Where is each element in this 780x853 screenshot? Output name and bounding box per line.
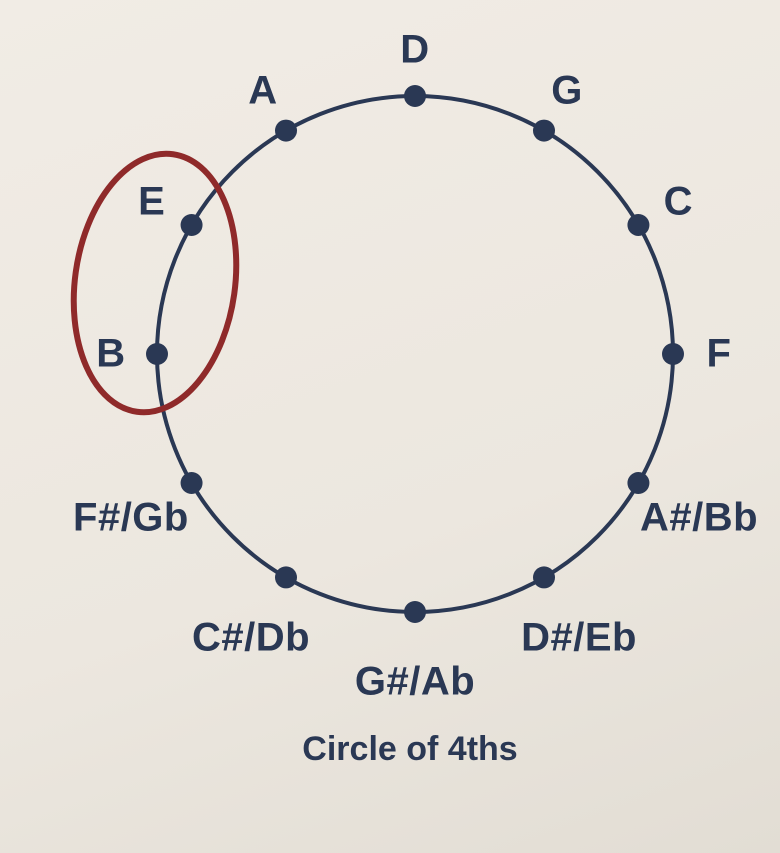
diagram-stage: D G C F A#/Bb D#/Eb G#/Ab C#/Db F#/Gb B E A Circle … bbox=[0, 0, 780, 853]
note-dot bbox=[662, 343, 684, 365]
note-dot bbox=[533, 566, 555, 588]
circle-of-fourths-svg bbox=[0, 0, 780, 853]
diagram-caption: Circle of 4ths bbox=[302, 730, 517, 769]
note-label: C bbox=[664, 180, 693, 225]
note-label: D#/Eb bbox=[521, 616, 637, 661]
note-label: A#/Bb bbox=[640, 496, 758, 541]
note-dot bbox=[404, 601, 426, 623]
note-label: D bbox=[400, 28, 429, 73]
note-dot bbox=[146, 343, 168, 365]
main-circle bbox=[157, 96, 673, 612]
note-dot bbox=[181, 472, 203, 494]
note-dot bbox=[533, 120, 555, 142]
note-dots-group bbox=[146, 85, 684, 623]
note-label: C#/Db bbox=[192, 616, 310, 661]
note-label: F#/Gb bbox=[73, 496, 189, 541]
note-label: B bbox=[96, 332, 125, 377]
note-label: G bbox=[551, 68, 583, 113]
note-dot bbox=[181, 214, 203, 236]
note-label: E bbox=[138, 180, 165, 225]
note-dot bbox=[627, 214, 649, 236]
note-dot bbox=[275, 566, 297, 588]
note-label: A bbox=[248, 68, 277, 113]
note-dot bbox=[404, 85, 426, 107]
note-label: F bbox=[707, 332, 732, 377]
note-dot bbox=[627, 472, 649, 494]
note-label: G#/Ab bbox=[355, 660, 475, 705]
note-dot bbox=[275, 120, 297, 142]
